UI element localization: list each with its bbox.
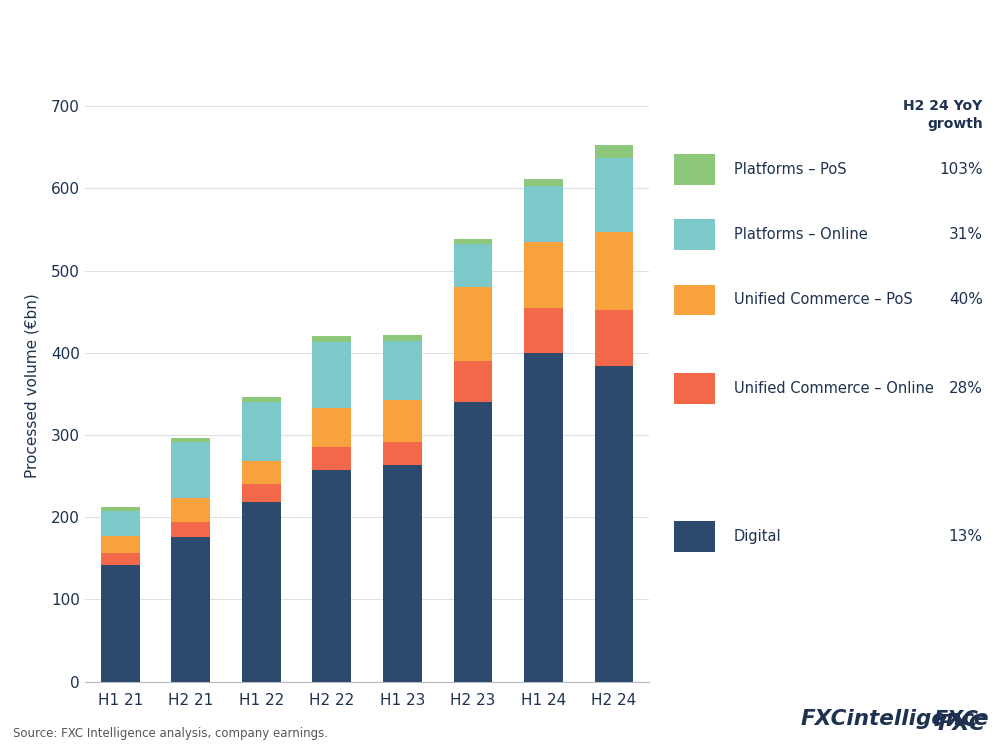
Text: intelligenceᵀᴹ: intelligenceᵀᴹ: [858, 715, 989, 733]
Bar: [313, 408, 352, 447]
Bar: [594, 158, 633, 232]
Bar: [313, 447, 352, 470]
Bar: [594, 232, 633, 310]
Bar: [454, 240, 493, 244]
Text: 31%: 31%: [949, 228, 983, 243]
FancyBboxPatch shape: [674, 285, 715, 315]
Text: FXC: FXC: [937, 714, 985, 734]
Text: Adyen processed volume by business segment, H1 2021-H2 2024: Adyen processed volume by business segme…: [13, 84, 607, 102]
Text: 103%: 103%: [939, 163, 983, 178]
Bar: [101, 565, 140, 682]
Text: Source: FXC Intelligence analysis, company earnings.: Source: FXC Intelligence analysis, compa…: [13, 727, 328, 740]
Bar: [524, 308, 562, 353]
Bar: [313, 342, 352, 408]
Bar: [524, 186, 562, 242]
Bar: [172, 497, 210, 522]
Bar: [242, 461, 281, 485]
Bar: [242, 402, 281, 461]
Text: FXC: FXC: [934, 710, 979, 730]
Bar: [242, 485, 281, 503]
Bar: [172, 537, 210, 682]
Bar: [383, 400, 422, 443]
Bar: [594, 145, 633, 158]
Text: Adyen seeing significant growth in platforms segment: Adyen seeing significant growth in platf…: [13, 29, 823, 55]
Bar: [242, 397, 281, 402]
Bar: [101, 553, 140, 565]
FancyBboxPatch shape: [674, 373, 715, 404]
Text: 28%: 28%: [949, 381, 983, 396]
Y-axis label: Processed volume (€bn): Processed volume (€bn): [25, 294, 40, 478]
Bar: [101, 512, 140, 536]
Bar: [172, 437, 210, 442]
Text: 13%: 13%: [949, 529, 983, 544]
Text: Unified Commerce – Online: Unified Commerce – Online: [734, 381, 934, 396]
Bar: [594, 310, 633, 366]
FancyBboxPatch shape: [674, 154, 715, 185]
Bar: [313, 470, 352, 682]
Text: Platforms – Online: Platforms – Online: [734, 228, 868, 243]
Bar: [101, 536, 140, 553]
Bar: [383, 341, 422, 400]
Bar: [524, 180, 562, 186]
Bar: [383, 335, 422, 341]
Bar: [101, 507, 140, 512]
Text: FXCintelligence: FXCintelligence: [719, 710, 902, 730]
Text: FXCintelligence: FXCintelligence: [800, 709, 989, 729]
Bar: [172, 522, 210, 537]
Bar: [172, 442, 210, 497]
Text: Platforms – PoS: Platforms – PoS: [734, 163, 847, 178]
Text: Unified Commerce – PoS: Unified Commerce – PoS: [734, 292, 913, 307]
Bar: [242, 503, 281, 682]
Bar: [454, 402, 493, 682]
Bar: [454, 361, 493, 402]
Bar: [454, 287, 493, 361]
Bar: [524, 353, 562, 682]
Bar: [594, 366, 633, 682]
FancyBboxPatch shape: [674, 521, 715, 552]
Bar: [313, 336, 352, 342]
FancyBboxPatch shape: [674, 219, 715, 250]
Text: H2 24 YoY
growth: H2 24 YoY growth: [903, 99, 983, 130]
Bar: [454, 244, 493, 287]
Text: Digital: Digital: [734, 529, 782, 544]
Bar: [383, 443, 422, 464]
Bar: [524, 242, 562, 308]
Text: 40%: 40%: [949, 292, 983, 307]
Bar: [383, 464, 422, 682]
